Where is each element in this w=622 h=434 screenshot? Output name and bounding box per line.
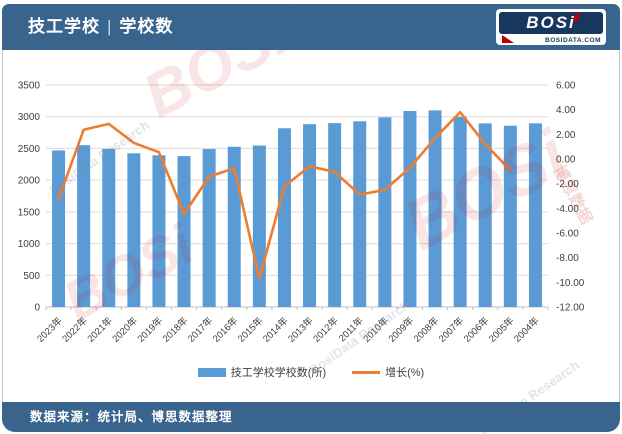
x-axis-label: 2014年 xyxy=(260,314,291,345)
bar-2005年 xyxy=(503,125,517,307)
left-axis-tick: 0 xyxy=(34,303,40,314)
right-axis-tick: -4.00 xyxy=(556,204,579,215)
legend-item-bar: 技工学校学校数(所) xyxy=(197,364,327,380)
bar-2006年 xyxy=(478,123,492,307)
bosi-logo-box: BOSi xyxy=(499,12,603,34)
left-axis-tick: 500 xyxy=(23,271,40,282)
chart-svg: 3500 3000 2500 2000 1500 1000 500 0 6.00 4.00 2.00… xyxy=(18,81,585,345)
x-axis-label: 2015年 xyxy=(235,314,266,345)
legend-line-label: 增长(%) xyxy=(385,367,425,379)
bar-2021年 xyxy=(102,148,116,307)
x-axis-label: 2005年 xyxy=(486,314,517,345)
bosi-logo-triangle-icon xyxy=(502,35,514,43)
header-band: 技工学校 | 学校数 BOSi BOSIDATA.COM xyxy=(2,4,620,50)
bosi-logo: BOSi BOSIDATA.COM xyxy=(496,9,606,45)
right-axis-tick: -8.00 xyxy=(556,253,579,264)
bar-2017年 xyxy=(202,149,216,307)
left-axis-tick: 2500 xyxy=(18,144,41,155)
right-axis-tick: 0.00 xyxy=(556,155,576,166)
x-axis-label: 2011年 xyxy=(336,314,366,344)
right-axis-tick: 2.00 xyxy=(556,130,576,141)
bosi-logo-text: BOSi xyxy=(526,13,576,32)
x-axis-label: 2022年 xyxy=(60,314,91,345)
right-axis-tick: -12.00 xyxy=(556,303,585,314)
x-axis-label: 2021年 xyxy=(85,314,116,345)
x-axis-label: 2013年 xyxy=(286,314,317,345)
bar-2015年 xyxy=(252,145,266,307)
x-axis-label: 2018年 xyxy=(160,314,191,345)
bar-2004年 xyxy=(528,123,542,307)
right-axis-tick: -10.00 xyxy=(556,278,585,289)
legend-item-line: 增长(%) xyxy=(352,364,424,380)
legend-line-swatch xyxy=(352,370,381,374)
x-axis-label: 2020年 xyxy=(110,314,141,345)
x-axis-label: 2007年 xyxy=(436,314,467,345)
x-axis-label: 2004年 xyxy=(511,314,542,345)
bar-2014年 xyxy=(277,128,291,307)
x-axis-label: 2009年 xyxy=(386,314,417,345)
title-separator: | xyxy=(107,17,113,36)
bosi-logo-accent xyxy=(572,14,581,21)
bar-2023年 xyxy=(52,150,66,307)
x-axis-label: 2008年 xyxy=(411,314,442,345)
legend-bar-label: 技工学校学校数(所) xyxy=(230,367,327,379)
footer-band: 数据来源：统计局、博思数据整理 xyxy=(2,402,620,432)
bar-2009年 xyxy=(403,111,417,308)
x-axis-label: 2023年 xyxy=(35,314,66,345)
right-axis-tick: -6.00 xyxy=(556,229,579,240)
bar-2018年 xyxy=(177,156,191,307)
left-axis-tick: 3000 xyxy=(18,112,41,123)
data-source-text: 数据来源：统计局、博思数据整理 xyxy=(30,410,233,424)
bar-2010年 xyxy=(378,117,392,307)
right-axis-tick: -2.00 xyxy=(556,179,579,190)
x-axis-label: 2010年 xyxy=(361,314,392,345)
bosi-logo-domain: BOSIDATA.COM xyxy=(545,37,601,44)
bar-2012年 xyxy=(328,123,342,307)
right-axis-tick: 4.00 xyxy=(556,105,576,116)
left-axis-tick: 2000 xyxy=(18,176,41,187)
x-axis-label: 2012年 xyxy=(311,314,342,345)
chart-legend: 技工学校学校数(所) 增长(%) xyxy=(3,364,619,380)
chart-area: 3500 3000 2500 2000 1500 1000 500 0 6.00 4.00 2.00… xyxy=(2,50,620,402)
left-axis-tick: 1000 xyxy=(18,239,41,250)
left-axis-tick: 1500 xyxy=(18,207,41,218)
x-axis-label: 2016年 xyxy=(210,314,241,345)
right-axis-tick: 6.00 xyxy=(556,81,576,92)
x-axis-label: 2006年 xyxy=(461,314,492,345)
title-main: 技工学校 xyxy=(28,17,100,36)
bar-2022年 xyxy=(77,145,91,307)
title-sub: 学校数 xyxy=(119,17,174,36)
bar-2019年 xyxy=(152,155,166,307)
bar-2008年 xyxy=(428,110,442,307)
bar-2013年 xyxy=(303,124,317,308)
growth-line xyxy=(57,110,512,280)
page-title: 技工学校 | 学校数 xyxy=(28,4,173,50)
bar-2011年 xyxy=(353,121,367,307)
bar-2007年 xyxy=(453,116,467,307)
bar-2020年 xyxy=(127,153,141,307)
x-axis-label: 2019年 xyxy=(135,314,166,345)
left-axis-tick: 3500 xyxy=(18,81,41,92)
x-axis-label: 2017年 xyxy=(185,314,216,345)
legend-bar-swatch xyxy=(197,367,226,377)
